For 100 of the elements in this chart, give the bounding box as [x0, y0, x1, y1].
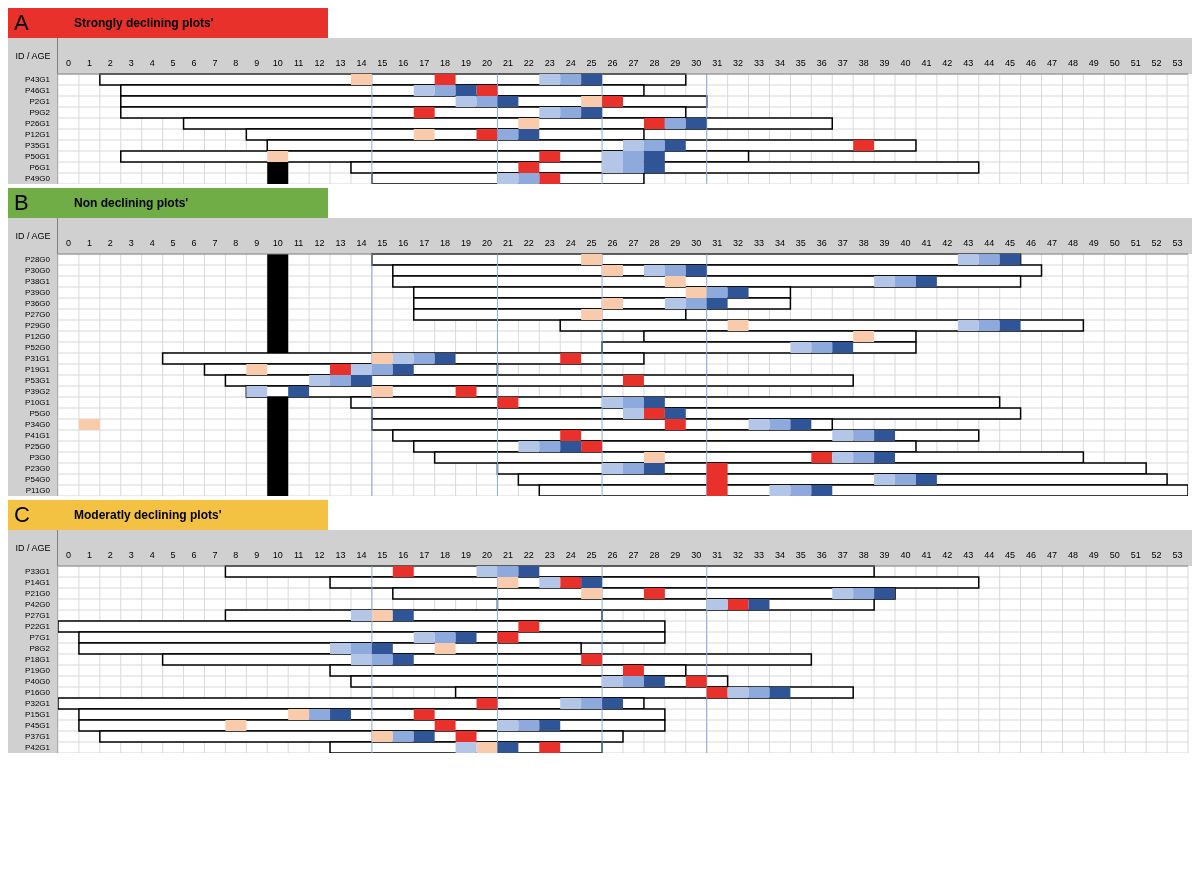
y-tick-label: P30G0 — [25, 266, 51, 276]
x-tick-label: 4 — [149, 550, 155, 560]
x-tick-label: 6 — [191, 58, 197, 68]
x-tick-label: 18 — [440, 550, 451, 560]
x-tick-label: 16 — [398, 550, 409, 560]
x-tick-label: 12 — [314, 58, 325, 68]
x-tick-label: 3 — [128, 58, 134, 68]
x-tick-label: 46 — [1026, 238, 1037, 248]
y-tick-label: P52G0 — [25, 343, 51, 353]
x-tick-label: 31 — [712, 58, 723, 68]
x-tick-label: 35 — [795, 58, 806, 68]
y-tick-label: P19G0 — [25, 666, 51, 676]
x-tick-label: 3 — [128, 550, 134, 560]
x-tick-label: 34 — [774, 238, 785, 248]
text: B — [14, 190, 30, 216]
x-tick-label: 2 — [107, 238, 113, 248]
y-tick-label: P6G1 — [29, 163, 51, 173]
y-tick-label: P25G0 — [25, 442, 51, 452]
x-tick-label: 28 — [649, 550, 660, 560]
x-tick-label: 33 — [754, 550, 765, 560]
x-tick-label: 42 — [942, 58, 953, 68]
y-tick-label: P54G0 — [25, 475, 51, 485]
x-tick-label: 24 — [565, 550, 576, 560]
x-tick-label: 1 — [86, 238, 92, 248]
y-tick-label: P31G1 — [25, 354, 51, 364]
x-tick-label: 45 — [1005, 550, 1016, 560]
y-tick-label: P42G1 — [25, 743, 51, 753]
x-tick-label: 33 — [754, 58, 765, 68]
x-tick-label: 17 — [419, 58, 430, 68]
x-tick-label: 6 — [191, 550, 197, 560]
x-tick-label: 27 — [628, 550, 639, 560]
x-tick-label: 38 — [858, 238, 869, 248]
x-tick-label: 46 — [1026, 58, 1037, 68]
x-tick-label: 14 — [356, 58, 367, 68]
x-tick-label: 52 — [1151, 58, 1162, 68]
x-tick-label: 51 — [1130, 238, 1141, 248]
y-tick-label: P29G0 — [25, 321, 51, 331]
x-tick-label: 16 — [398, 58, 409, 68]
y-tick-label: P27G0 — [25, 310, 51, 320]
x-tick-label: 14 — [356, 238, 367, 248]
x-tick-label: 12 — [314, 550, 325, 560]
x-tick-label: 5 — [170, 238, 176, 248]
x-tick-label: 5 — [170, 58, 176, 68]
x-tick-label: 17 — [419, 550, 430, 560]
y-tick-label: P43G1 — [25, 75, 51, 85]
x-tick-label: 4 — [149, 58, 155, 68]
x-tick-label: 14 — [356, 550, 367, 560]
x-tick-label: 30 — [691, 550, 702, 560]
x-tick-label: 32 — [733, 550, 744, 560]
x-tick-label: 13 — [335, 238, 346, 248]
x-tick-label: 36 — [816, 238, 827, 248]
x-tick-label: 28 — [649, 238, 660, 248]
x-tick-label: 35 — [795, 238, 806, 248]
x-tick-label: 51 — [1130, 58, 1141, 68]
y-tick-label: P50G1 — [25, 152, 51, 162]
x-tick-label: 41 — [921, 58, 932, 68]
x-tick-label: 16 — [398, 238, 409, 248]
x-tick-label: 53 — [1172, 550, 1183, 560]
x-tick-label: 12 — [314, 238, 325, 248]
x-tick-label: 29 — [670, 58, 681, 68]
x-tick-label: 22 — [523, 58, 534, 68]
x-tick-label: 24 — [565, 58, 576, 68]
x-tick-label: 36 — [816, 58, 827, 68]
x-tick-label: 27 — [628, 58, 639, 68]
y-tick-label: P49G0 — [25, 174, 51, 184]
x-tick-label: 5 — [170, 550, 176, 560]
x-tick-label: 50 — [1109, 58, 1120, 68]
x-tick-label: 41 — [921, 238, 932, 248]
x-tick-label: 8 — [233, 550, 239, 560]
x-tick-label: 10 — [272, 238, 283, 248]
x-tick-label: 41 — [921, 550, 932, 560]
x-tick-label: 15 — [377, 58, 388, 68]
y-tick-label: P39G2 — [25, 387, 51, 397]
x-tick-label: 34 — [774, 550, 785, 560]
x-tick-label: 26 — [607, 238, 618, 248]
x-tick-label: 11 — [293, 58, 304, 68]
x-tick-label: 50 — [1109, 550, 1120, 560]
x-tick-label: 4 — [149, 238, 155, 248]
x-tick-label: 49 — [1088, 238, 1099, 248]
x-tick-label: 45 — [1005, 238, 1016, 248]
x-tick-label: 18 — [440, 58, 451, 68]
y-tick-label: P7G1 — [29, 633, 51, 643]
y-tick-label: P37G1 — [25, 732, 51, 742]
y-tick-label: P2G1 — [29, 97, 51, 107]
x-tick-label: 43 — [963, 550, 974, 560]
x-tick-label: 52 — [1151, 550, 1162, 560]
x-tick-label: 7 — [212, 238, 218, 248]
x-tick-label: 39 — [879, 238, 890, 248]
x-tick-label: 37 — [837, 238, 848, 248]
x-tick-label: 18 — [440, 238, 451, 248]
x-tick-label: 21 — [502, 550, 513, 560]
x-tick-label: 44 — [984, 238, 995, 248]
y-tick-label: P53G1 — [25, 376, 51, 386]
x-tick-label: 53 — [1172, 58, 1183, 68]
chart-title: Moderatly declining plots' — [74, 508, 222, 522]
x-tick-label: 37 — [837, 550, 848, 560]
x-tick-label: 9 — [254, 58, 260, 68]
x-tick-label: 21 — [502, 58, 513, 68]
x-tick-label: 46 — [1026, 550, 1037, 560]
x-tick-label: 20 — [481, 238, 492, 248]
